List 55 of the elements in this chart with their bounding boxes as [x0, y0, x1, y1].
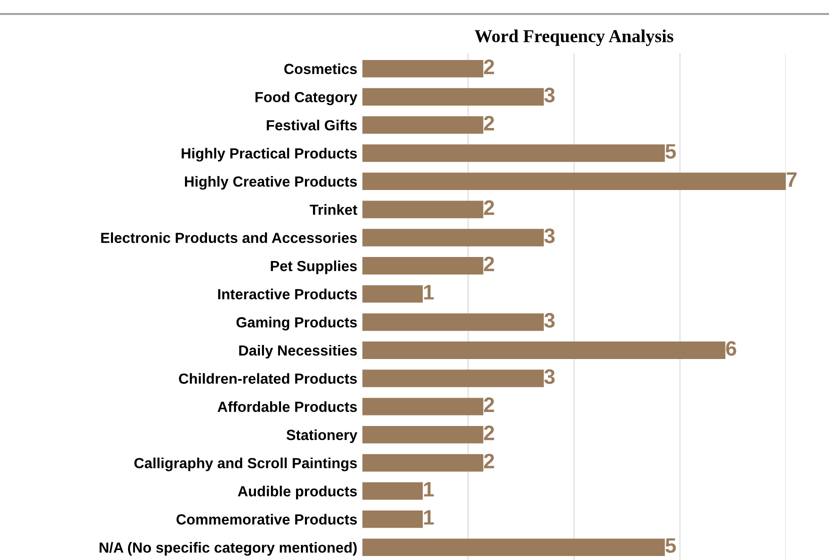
y-tick-label: Festival Gifts [266, 120, 357, 130]
bar [362, 538, 665, 556]
bar [362, 228, 544, 246]
bar [362, 88, 544, 106]
bar [362, 426, 484, 444]
data-label: 6 [726, 341, 736, 356]
bar [362, 200, 484, 218]
y-tick-label: Highly Practical Products [182, 148, 357, 162]
data-label: 3 [544, 369, 555, 384]
y-tick-label: Food Category [256, 92, 358, 106]
bar [362, 510, 423, 528]
y-tick-label: N/A (No specific category mentioned) [100, 542, 357, 556]
bar [362, 342, 726, 359]
data-label: 3 [544, 88, 555, 102]
bar [362, 313, 544, 331]
data-label: 2 [484, 256, 494, 272]
data-label: 3 [544, 312, 555, 328]
data-label: 1 [424, 510, 434, 525]
data-label: 5 [666, 538, 676, 553]
data-label: 7 [786, 172, 797, 187]
y-tick-label: Gaming Products [236, 316, 357, 330]
y-tick-label: Trinket [310, 204, 358, 215]
y-tick-label: Cosmetics [284, 63, 357, 74]
data-label: 2 [484, 426, 494, 440]
y-tick-label: Pet Supplies [270, 260, 357, 274]
bar [362, 60, 484, 78]
y-tick-label: Interactive Products [218, 288, 357, 300]
data-label: 1 [424, 482, 434, 496]
chart-title: Word Frequency Analysis [474, 30, 674, 46]
bar [362, 116, 484, 134]
bar [362, 370, 544, 388]
bar [362, 482, 423, 500]
bar [362, 454, 484, 472]
data-label: 2 [484, 397, 494, 412]
data-label: 2 [484, 454, 494, 468]
y-tick-label: Audible products [238, 486, 357, 500]
y-tick-label: Highly Creative Products [184, 176, 357, 190]
bar [362, 398, 484, 416]
bar [362, 172, 786, 190]
y-tick-label: Electronic Products and Accessories [101, 232, 357, 244]
y-tick-label: Children-related Products [178, 373, 357, 384]
data-label: 2 [484, 60, 494, 74]
y-tick-label: Commemorative Products [176, 514, 357, 525]
bar [362, 144, 665, 162]
data-label: 5 [666, 144, 676, 159]
bar [362, 285, 423, 303]
data-label: 3 [544, 228, 555, 244]
y-tick-label: Stationery [286, 429, 358, 444]
data-label: 1 [424, 284, 434, 300]
bar [362, 257, 484, 275]
data-label: 2 [484, 116, 494, 130]
y-tick-label: Daily Necessities [239, 344, 357, 359]
data-label: 2 [484, 200, 494, 215]
y-tick-label: Affordable Products [218, 401, 357, 412]
y-tick-label: Calligraphy and Scroll Paintings [134, 458, 357, 472]
